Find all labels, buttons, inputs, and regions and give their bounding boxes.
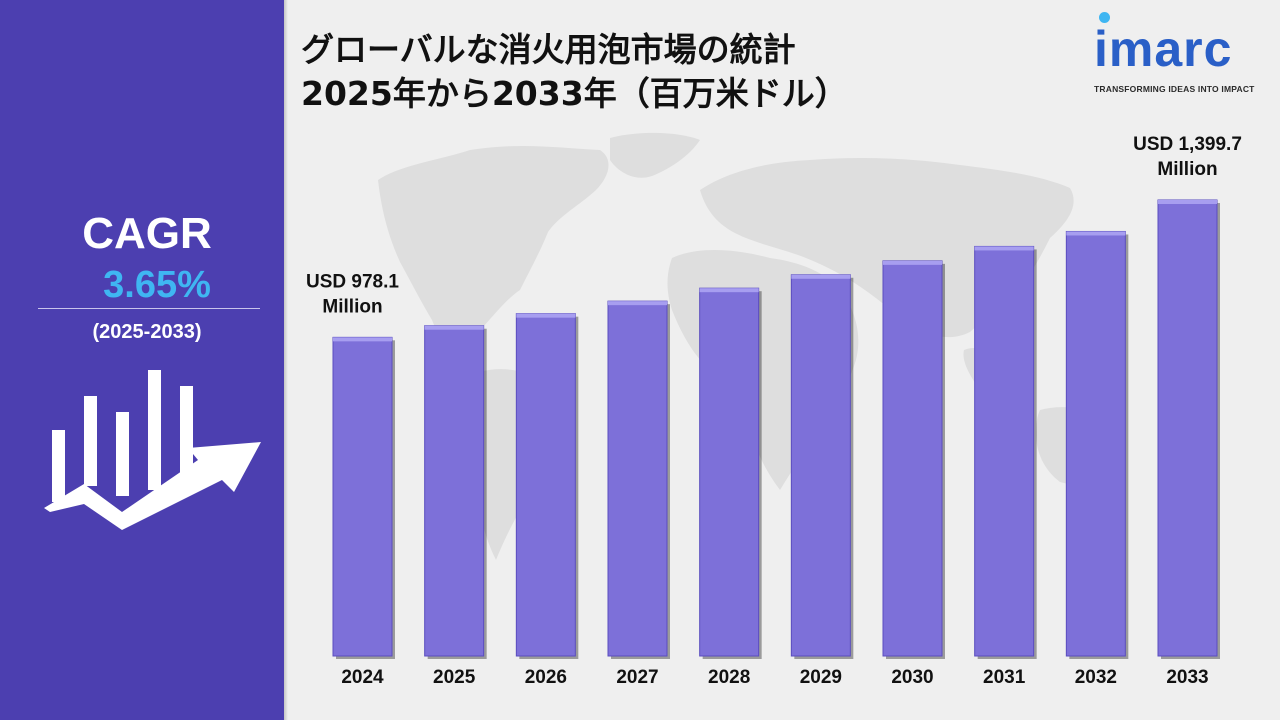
bar-top-bevel bbox=[1158, 200, 1217, 204]
x-tick-label: 2029 bbox=[800, 667, 842, 688]
x-tick-label: 2033 bbox=[1166, 667, 1208, 688]
cagr-divider bbox=[38, 308, 260, 309]
bar-top-bevel bbox=[974, 246, 1034, 251]
cagr-value: 3.65% bbox=[103, 264, 211, 306]
x-tick-label: 2030 bbox=[891, 667, 933, 688]
bar-2025 bbox=[424, 325, 485, 657]
bar-2031 bbox=[974, 245, 1035, 657]
bar-2030 bbox=[882, 260, 943, 657]
bar-top-bevel bbox=[883, 260, 942, 265]
growth-chart-arrow-icon bbox=[44, 370, 261, 530]
value-annotations: USD 978.1 Million USD 1,399.7 Million bbox=[306, 134, 1242, 317]
bar-2024 bbox=[332, 336, 393, 657]
bar-2029 bbox=[790, 274, 851, 657]
data-label: Million bbox=[322, 296, 382, 317]
title-line-2: 2025年から2033年（百万米ドル） bbox=[301, 74, 848, 113]
cagr-period: (2025-2033) bbox=[92, 321, 202, 343]
bar-2028 bbox=[699, 287, 760, 657]
data-label: Million bbox=[1157, 159, 1217, 180]
x-tick-label: 2025 bbox=[433, 667, 476, 688]
cagr-sidebar: CAGR 3.65% (2025-2033) bbox=[0, 0, 284, 720]
logo-wordmark: imarc bbox=[1094, 21, 1233, 77]
bar-2026 bbox=[515, 313, 576, 657]
bar-top-bevel bbox=[791, 274, 851, 279]
imarc-logo: imarc TRANSFORMING IDEAS INTO IMPACT bbox=[1094, 12, 1264, 94]
bar-top-bevel bbox=[1066, 231, 1126, 236]
bar-top-bevel bbox=[608, 301, 667, 306]
chart-title: グローバルな消火用泡市場の統計 2025年から2033年（百万米ドル） bbox=[301, 28, 848, 116]
x-tick-label: 2031 bbox=[983, 667, 1026, 688]
x-tick-label: 2027 bbox=[616, 667, 658, 688]
x-tick-label: 2026 bbox=[525, 667, 567, 688]
bar-top-bevel bbox=[699, 288, 759, 293]
logo-tagline: TRANSFORMING IDEAS INTO IMPACT bbox=[1094, 84, 1255, 94]
bar-top-bevel bbox=[333, 337, 392, 342]
bar-2032 bbox=[1065, 230, 1126, 657]
bar-2033 bbox=[1157, 199, 1218, 657]
cagr-label: CAGR bbox=[82, 209, 212, 258]
x-axis-labels: 2024 2025 2026 2027 2028 2029 2030 2031 2032 2033 bbox=[341, 667, 1208, 688]
bar-2027 bbox=[607, 300, 668, 657]
bars-layer bbox=[332, 199, 1220, 659]
title-line-1: グローバルな消火用泡市場の統計 bbox=[301, 30, 796, 69]
data-label: USD 1,399.7 bbox=[1133, 134, 1242, 155]
sidebar-shadow bbox=[284, 0, 288, 720]
bar-top-bevel bbox=[424, 325, 484, 330]
logo-dot-icon bbox=[1099, 12, 1110, 23]
x-tick-label: 2024 bbox=[341, 667, 384, 688]
x-tick-label: 2032 bbox=[1075, 667, 1117, 688]
bar-top-bevel bbox=[516, 313, 576, 318]
x-tick-label: 2028 bbox=[708, 667, 750, 688]
data-label: USD 978.1 bbox=[306, 271, 399, 292]
